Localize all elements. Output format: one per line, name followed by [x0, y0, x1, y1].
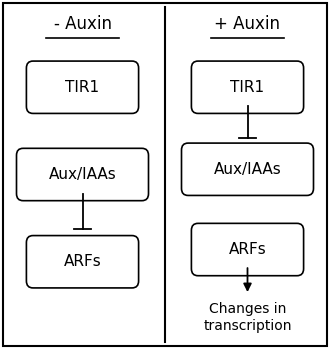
Text: ARFs: ARFs [64, 254, 101, 269]
Text: TIR1: TIR1 [65, 80, 100, 95]
Text: TIR1: TIR1 [230, 80, 265, 95]
FancyBboxPatch shape [26, 236, 139, 288]
Text: Aux/IAAs: Aux/IAAs [214, 162, 281, 177]
Text: Aux/IAAs: Aux/IAAs [49, 167, 116, 182]
FancyBboxPatch shape [26, 61, 139, 113]
Text: - Auxin: - Auxin [53, 15, 112, 34]
Text: + Auxin: + Auxin [214, 15, 280, 34]
FancyBboxPatch shape [182, 143, 314, 195]
FancyBboxPatch shape [3, 3, 327, 346]
FancyBboxPatch shape [16, 148, 148, 201]
FancyBboxPatch shape [191, 223, 304, 276]
Text: ARFs: ARFs [229, 242, 266, 257]
Text: Changes in
transcription: Changes in transcription [203, 303, 292, 333]
FancyBboxPatch shape [191, 61, 304, 113]
